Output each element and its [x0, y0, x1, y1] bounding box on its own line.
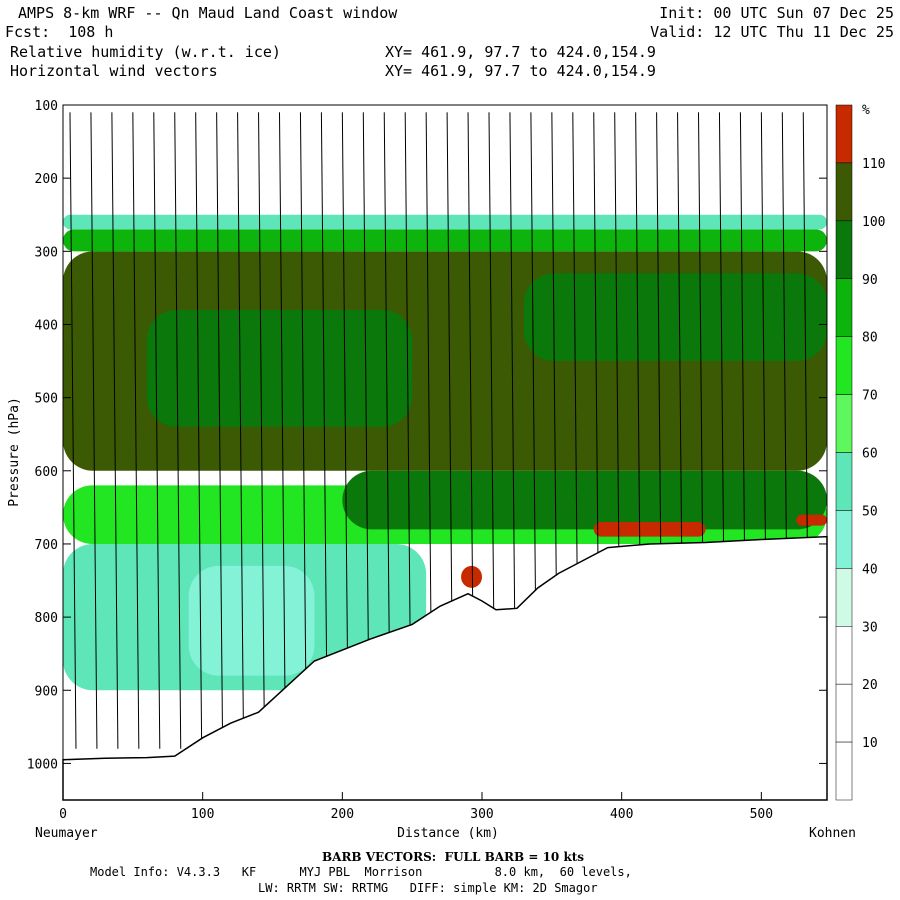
wind-barb-9 — [258, 112, 266, 749]
x-tick-label-100: 100 — [191, 807, 214, 822]
x-tick-label-500: 500 — [750, 807, 773, 822]
chart-title: AMPS 8-km WRF -- Qn Maud Land Coast wind… — [18, 4, 398, 22]
wind-barb-13 — [341, 112, 349, 749]
y-tick-label-300: 300 — [35, 245, 58, 260]
colorbar-swatch-11 — [835, 741, 853, 801]
colorbar-label-60: 60 — [862, 447, 878, 462]
wind-barb-1 — [90, 112, 98, 749]
y-tick-label-400: 400 — [35, 318, 58, 333]
colorbar-label-70: 70 — [862, 389, 878, 404]
rh-region-7 — [63, 229, 827, 252]
y-tick-label-500: 500 — [35, 392, 58, 407]
x-end-right-label: Kohnen — [809, 826, 856, 841]
model-info: Model Info: V4.3.3 KF MYJ PBL Morrison 8… — [90, 865, 632, 879]
colorbar-label-20: 20 — [862, 678, 878, 693]
colorbar-label-30: 30 — [862, 620, 878, 635]
colorbar-label-80: 80 — [862, 331, 878, 346]
rh-region-3 — [342, 470, 827, 530]
rh-region-9 — [593, 522, 706, 537]
colorbar-swatch-1 — [835, 162, 853, 222]
x-tick-label-400: 400 — [610, 807, 633, 822]
xy-range-1: XY= 461.9, 97.7 to 424.0,154.9 — [385, 43, 656, 61]
colorbar-swatch-7 — [835, 510, 853, 569]
y-axis-label: Pressure (hPa) — [7, 397, 22, 507]
rh-field — [63, 214, 827, 691]
colorbar-swatch-6 — [835, 452, 853, 511]
y-tick-label-200: 200 — [35, 172, 58, 187]
y-tick-label-800: 800 — [35, 611, 58, 626]
wind-barb-3 — [132, 112, 140, 749]
wind-barb-8 — [237, 112, 245, 749]
wind-barb-4 — [153, 112, 161, 749]
y-tick-label-600: 600 — [35, 465, 58, 480]
colorbar-label-110: 110 — [862, 157, 885, 172]
rh-region-10 — [461, 565, 483, 588]
rh-region-5 — [146, 309, 413, 427]
wind-barb-12 — [320, 112, 328, 749]
colorbar-swatch-9 — [835, 626, 853, 685]
xy-range-2: XY= 461.9, 97.7 to 424.0,154.9 — [385, 62, 656, 80]
colorbar-label-40: 40 — [862, 562, 878, 577]
field-name-rh: Relative humidity (w.r.t. ice) — [10, 43, 281, 61]
physics-info: LW: RRTM SW: RRTMG DIFF: simple KM: 2D S… — [258, 881, 598, 895]
wind-barb-2 — [111, 112, 119, 749]
y-tick-label-900: 900 — [35, 684, 58, 699]
x-axis-label: Distance (km) — [397, 826, 499, 841]
colorbar-swatch-5 — [835, 394, 853, 453]
colorbar-label-90: 90 — [862, 273, 878, 288]
y-axis: 100 200 300 400 500 600 700 800 900 1000 — [27, 99, 827, 772]
colorbar-label-10: 10 — [862, 736, 878, 751]
x-tick-label-200: 200 — [331, 807, 354, 822]
field-name-wind: Horizontal wind vectors — [10, 62, 218, 80]
x-tick-label-300: 300 — [470, 807, 493, 822]
plot-frame — [62, 104, 828, 801]
colorbar-swatch-4 — [835, 336, 853, 395]
y-tick-label-700: 700 — [35, 538, 58, 553]
init-time: Init: 00 UTC Sun 07 Dec 25 — [659, 4, 894, 22]
valid-time: Valid: 12 UTC Thu 11 Dec 25 — [650, 23, 894, 41]
x-axis: 0 100 200 300 400 500 — [59, 792, 773, 822]
colorbar-swatch-2 — [835, 220, 853, 279]
terrain-mask — [62, 535, 828, 801]
rh-region-6 — [523, 273, 827, 362]
wind-barb-6 — [195, 112, 203, 749]
wind-barb-10 — [278, 112, 286, 749]
rh-region-11 — [796, 514, 827, 526]
barb-note: BARB VECTORS: FULL BARB = 10 kts — [322, 850, 585, 864]
wind-barb-0 — [69, 112, 77, 749]
colorbar-swatch-8 — [835, 568, 853, 627]
y-tick-label-1000: 1000 — [27, 757, 58, 772]
colorbar-swatch-3 — [835, 278, 853, 337]
colorbar-swatch-0 — [835, 104, 853, 164]
colorbar-label-100: 100 — [862, 215, 885, 230]
rh-region-1 — [188, 565, 315, 676]
colorbar-label-50: 50 — [862, 504, 878, 519]
forecast-hour: Fcst: 108 h — [5, 23, 114, 41]
colorbar-swatch-10 — [835, 683, 853, 743]
colorbar: 10 20 30 40 50 60 70 80 90 100 110 — [835, 104, 885, 801]
rh-region-8 — [63, 214, 827, 230]
wind-barb-11 — [299, 112, 307, 749]
x-end-left-label: Neumayer — [35, 826, 98, 841]
x-tick-label-0: 0 — [59, 807, 67, 822]
wind-barb-7 — [216, 112, 224, 749]
wind-barb-5 — [174, 112, 182, 749]
colorbar-unit: % — [862, 103, 870, 118]
y-tick-label-100: 100 — [35, 99, 58, 114]
